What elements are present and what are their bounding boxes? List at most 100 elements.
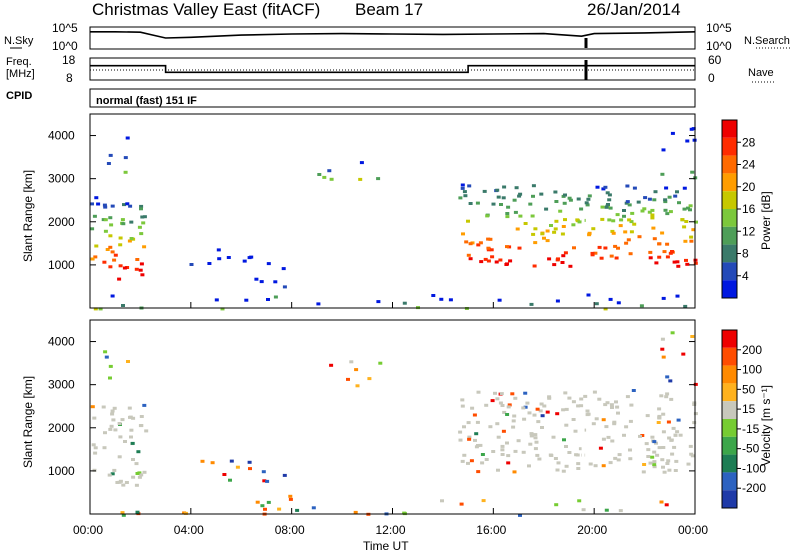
velocity-cells-cell [652, 450, 657, 454]
velocity-cells-cell [131, 458, 135, 461]
velocity-cells-cell [664, 503, 669, 507]
velocity-cells-cell [562, 438, 566, 442]
velocity-cells-cell [528, 442, 533, 446]
power-cells-cell [619, 218, 624, 222]
velocity-cells-cell [378, 361, 383, 365]
velocity-cells-cell [571, 418, 576, 421]
velocity-cells-cell [561, 408, 566, 412]
velocity-cells-cell [135, 510, 140, 514]
power-cells-cell [317, 173, 322, 176]
power-cells-cell [637, 235, 642, 239]
power-cells-cell [545, 239, 550, 243]
power-cells-cell [628, 252, 633, 256]
velocity-cells-cell [654, 441, 658, 445]
power-cells-cell [518, 192, 523, 196]
power-cells-cell [189, 263, 194, 266]
velocity-cells-cell [480, 453, 485, 456]
power-cells-cell [663, 198, 668, 202]
velocity-cells-cell [555, 468, 560, 472]
power-cells-cell [495, 188, 500, 192]
power-cells-cell [479, 260, 484, 264]
vel-cbar-tick-label-2: 50 [742, 382, 756, 396]
velocity-cells-cell [670, 331, 675, 335]
velocity-cells-cell [564, 423, 569, 427]
power-cells-cell [486, 237, 491, 241]
vel-cbar-block-2 [722, 365, 737, 384]
velocity-cells-cell [498, 401, 503, 405]
velocity-cells-cell [624, 425, 629, 429]
power-cells-cell [540, 232, 545, 236]
velocity-colorbar-label: Velocity [m s⁻¹] [759, 385, 773, 466]
velocity-cells-cell [478, 443, 483, 447]
velocity-cells-cell [512, 414, 517, 418]
velocity-cells-cell [593, 464, 598, 468]
power-cells-cell [661, 296, 666, 300]
power-cells-cell [316, 302, 321, 306]
power-cells-cell [108, 153, 113, 157]
velocity-cells-cell [616, 458, 621, 462]
power-cells-cell [563, 193, 567, 197]
power-cells-cell [489, 248, 494, 252]
beam-label: Beam 17 [355, 0, 423, 19]
velocity-cells-cell [496, 468, 500, 472]
power-cells-cell [691, 127, 696, 131]
power-cells-cell [665, 242, 670, 246]
velocity-cells-cell [521, 450, 526, 454]
velocity-cells-cell [657, 407, 662, 411]
velocity-cells-cell [129, 435, 133, 439]
freq-ytick-right-top: 60 [708, 53, 722, 67]
power-cells-cell [661, 148, 666, 152]
power-cells-cell [98, 307, 103, 311]
power-cells-cell [676, 264, 681, 268]
velocity-cells-cell [110, 472, 115, 476]
velocity-cells-cell [265, 479, 270, 483]
velocity-cells-cell [669, 438, 674, 442]
power-cells-cell [665, 255, 670, 259]
power-cells-cell [689, 239, 694, 243]
power-cells-cell [501, 196, 506, 200]
velocity-cells-cell [102, 446, 107, 450]
power-cells-cell [663, 200, 668, 204]
velocity-cells-cell [247, 460, 252, 464]
power-yticks-label-3: 4000 [48, 129, 75, 143]
velocity-cells-cell [577, 499, 582, 503]
power-cells-cell [683, 239, 688, 243]
noise-ytick-right-bottom: 10^0 [706, 39, 732, 53]
power-cells-cell [563, 218, 567, 222]
velocity-cells-cell [495, 397, 500, 401]
power-cells-cell [597, 245, 602, 249]
power-cells-cell [327, 169, 332, 173]
power-cells-cell [93, 255, 98, 259]
xtick-label-4: 16:00 [476, 523, 506, 537]
velocity-cells-cell [628, 448, 632, 452]
velocity-cells-cell [349, 360, 354, 364]
power-cells-cell [468, 202, 473, 205]
power-cells-cell [625, 200, 630, 204]
velocity-cells-cell [668, 379, 673, 383]
power-cells-gap [581, 217, 585, 278]
power-cells-cell [517, 194, 522, 198]
power-cells-cell [607, 218, 612, 222]
velocity-cells-cell [610, 406, 614, 409]
noise-ytick-left-top: 10^5 [52, 21, 78, 35]
power-cells-cell [359, 161, 364, 165]
power-cells-cell [531, 184, 536, 188]
time-xticks: 00:00 04:00 08:00 12:00 16:00 20:00 00:00 [73, 302, 708, 537]
velocity-cells-cell [538, 409, 543, 413]
power-cbar-block-3 [722, 173, 737, 192]
power-cells-cell [486, 248, 491, 252]
power-cells-cell [468, 242, 473, 246]
power-cbar-block-8 [722, 262, 737, 281]
power-cells-cell [531, 232, 536, 236]
power-cells-cell [682, 225, 687, 229]
power-cells-cell [134, 267, 139, 271]
velocity-cells-cell [282, 473, 287, 477]
velocity-cells-cell [588, 462, 593, 466]
cpid-panel-frame [89, 88, 696, 108]
power-cells-cell [118, 264, 123, 268]
velocity-cells-cell [662, 470, 667, 474]
velocity-cells-cell [110, 412, 115, 416]
velocity-cells-cell [440, 499, 444, 503]
velocity-cells-cell [676, 418, 681, 422]
